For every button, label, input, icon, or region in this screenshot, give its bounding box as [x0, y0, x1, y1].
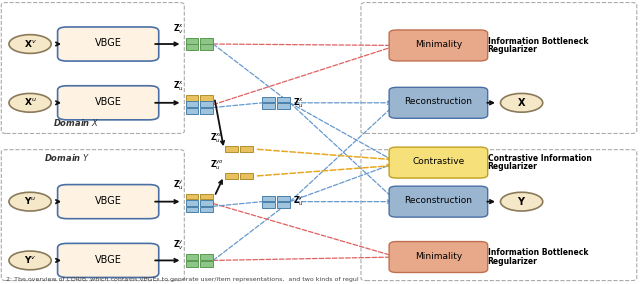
Bar — [200, 101, 213, 107]
Bar — [240, 146, 253, 152]
Bar — [200, 108, 213, 114]
Text: Domain $Y$: Domain $Y$ — [44, 152, 90, 163]
Bar — [225, 173, 238, 179]
Bar — [186, 108, 198, 114]
FancyBboxPatch shape — [389, 30, 488, 61]
Text: VBGE: VBGE — [95, 196, 122, 206]
Bar — [200, 194, 213, 199]
Bar — [186, 261, 198, 266]
Text: Contrastive Information: Contrastive Information — [488, 154, 591, 163]
Bar — [240, 173, 253, 179]
Text: Domain $X$: Domain $X$ — [53, 117, 100, 128]
Text: $\mathbf{X}^u$: $\mathbf{X}^u$ — [24, 97, 36, 107]
Bar — [200, 38, 213, 43]
Text: $\mathbf{Y}^v$: $\mathbf{Y}^v$ — [24, 254, 36, 265]
Bar — [186, 194, 198, 199]
Bar — [262, 202, 275, 208]
FancyBboxPatch shape — [58, 27, 159, 61]
FancyBboxPatch shape — [389, 87, 488, 118]
Text: Regularizer: Regularizer — [488, 162, 538, 171]
Text: $\mathbf{Z}_u^{yo}$: $\mathbf{Z}_u^{yo}$ — [209, 158, 223, 172]
Text: Contrastive: Contrastive — [412, 157, 465, 166]
Circle shape — [9, 192, 51, 211]
Bar — [186, 200, 198, 206]
Bar — [200, 207, 213, 212]
Bar — [262, 195, 275, 201]
Bar — [200, 200, 213, 206]
Text: $\mathbf{Z}_u^x$: $\mathbf{Z}_u^x$ — [293, 96, 304, 110]
Bar — [225, 146, 238, 152]
Text: 2: The overview of CDRIB, which contains VBGEs to generate user/item representat: 2: The overview of CDRIB, which contains… — [6, 277, 359, 282]
Text: VBGE: VBGE — [95, 97, 122, 107]
FancyBboxPatch shape — [389, 147, 488, 178]
Bar — [277, 103, 290, 109]
Text: $\mathbf{X}$: $\mathbf{X}$ — [517, 96, 526, 108]
Circle shape — [9, 93, 51, 112]
Text: $\mathbf{Y}^u$: $\mathbf{Y}^u$ — [24, 195, 36, 206]
FancyBboxPatch shape — [58, 243, 159, 277]
Text: Information Bottleneck: Information Bottleneck — [488, 248, 588, 257]
Circle shape — [9, 251, 51, 270]
Bar — [186, 207, 198, 212]
FancyBboxPatch shape — [389, 186, 488, 217]
Text: VBGE: VBGE — [95, 254, 122, 265]
Circle shape — [9, 35, 51, 53]
Bar — [277, 195, 290, 201]
Text: $\mathbf{Z}_u^y$: $\mathbf{Z}_u^y$ — [293, 195, 304, 208]
Text: $\mathbf{Z}_u^{xo}$: $\mathbf{Z}_u^{xo}$ — [209, 131, 223, 145]
Bar — [277, 202, 290, 208]
Bar — [277, 97, 290, 102]
Text: $\mathbf{Z}_u^y$: $\mathbf{Z}_u^y$ — [173, 179, 184, 192]
Text: $\mathbf{Z}_v^y$: $\mathbf{Z}_v^y$ — [173, 239, 184, 252]
Text: Minimality: Minimality — [415, 40, 462, 49]
Bar — [186, 95, 198, 101]
Text: Regularizer: Regularizer — [488, 257, 538, 266]
Text: $\mathbf{X}^v$: $\mathbf{X}^v$ — [24, 38, 36, 49]
Bar — [186, 44, 198, 50]
FancyBboxPatch shape — [389, 241, 488, 273]
Circle shape — [500, 192, 543, 211]
Bar — [262, 97, 275, 102]
Circle shape — [500, 93, 543, 112]
Bar — [186, 101, 198, 107]
FancyBboxPatch shape — [58, 185, 159, 219]
FancyBboxPatch shape — [58, 86, 159, 120]
Bar — [186, 254, 198, 260]
Text: $\mathbf{Y}$: $\mathbf{Y}$ — [517, 195, 526, 207]
Text: Information Bottleneck: Information Bottleneck — [488, 37, 588, 46]
Text: Reconstruction: Reconstruction — [404, 196, 472, 205]
Bar — [200, 95, 213, 101]
Text: Minimality: Minimality — [415, 252, 462, 261]
Bar — [262, 103, 275, 109]
Bar — [200, 261, 213, 266]
Bar — [200, 254, 213, 260]
Text: Regularizer: Regularizer — [488, 45, 538, 54]
Text: Reconstruction: Reconstruction — [404, 97, 472, 106]
Text: $\mathbf{Z}_u^x$: $\mathbf{Z}_u^x$ — [173, 80, 184, 93]
Text: $\mathbf{Z}_v^x$: $\mathbf{Z}_v^x$ — [173, 22, 184, 36]
Bar — [200, 44, 213, 50]
Text: VBGE: VBGE — [95, 38, 122, 48]
Bar — [186, 38, 198, 43]
